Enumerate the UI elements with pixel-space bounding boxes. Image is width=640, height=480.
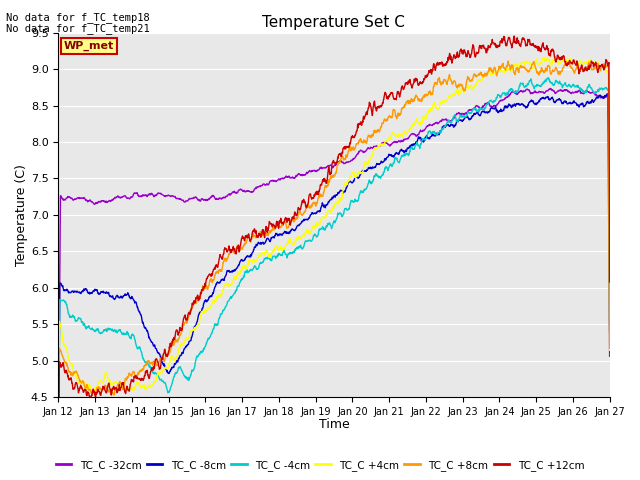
X-axis label: Time: Time	[319, 419, 349, 432]
Y-axis label: Temperature (C): Temperature (C)	[15, 164, 28, 266]
Text: No data for f_TC_temp21: No data for f_TC_temp21	[6, 23, 150, 34]
Title: Temperature Set C: Temperature Set C	[262, 15, 405, 30]
Text: WP_met: WP_met	[64, 41, 114, 51]
Text: No data for f_TC_temp18: No data for f_TC_temp18	[6, 12, 150, 23]
Legend: TC_C -32cm, TC_C -8cm, TC_C -4cm, TC_C +4cm, TC_C +8cm, TC_C +12cm: TC_C -32cm, TC_C -8cm, TC_C -4cm, TC_C +…	[52, 456, 588, 475]
